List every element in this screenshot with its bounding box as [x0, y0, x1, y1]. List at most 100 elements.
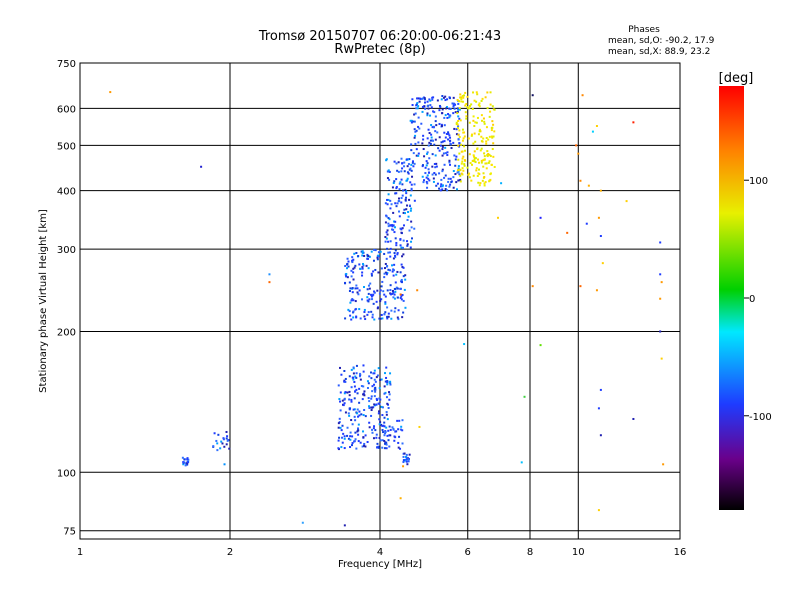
echo-point [659, 273, 662, 276]
echo-point [355, 388, 358, 391]
echo-point [362, 385, 365, 388]
echo-point [385, 237, 388, 240]
echo-point [402, 465, 405, 468]
echo-point [448, 159, 451, 162]
echo-point [381, 280, 384, 283]
echo-point [455, 181, 458, 184]
echo-point [424, 172, 427, 175]
echo-point [383, 421, 386, 424]
echo-point [472, 154, 475, 157]
echo-point [350, 269, 353, 272]
echo-point [400, 231, 403, 234]
echo-point [430, 133, 433, 136]
echo-point [457, 167, 460, 170]
echo-point [379, 398, 382, 401]
echo-point [341, 441, 344, 444]
echo-point [186, 463, 189, 466]
echo-point [402, 189, 405, 192]
echo-point [425, 164, 428, 167]
echo-point [361, 271, 364, 274]
echo-point [427, 168, 430, 171]
echo-point [393, 160, 396, 163]
echo-point [376, 399, 379, 402]
echo-point [443, 131, 446, 134]
echo-point [362, 370, 365, 373]
echo-point [455, 155, 458, 158]
echo-point [457, 138, 460, 141]
echo-point [489, 91, 492, 94]
echo-point [662, 463, 665, 466]
echo-point [413, 113, 416, 116]
echo-point [458, 135, 461, 138]
echo-point [384, 240, 387, 243]
echo-point [446, 98, 449, 101]
echo-point [581, 94, 584, 97]
echo-point [412, 165, 415, 168]
echo-point [461, 100, 464, 103]
echo-point [463, 94, 466, 97]
echo-point [444, 99, 447, 102]
x-tick-label: 16 [674, 547, 687, 558]
echo-point [343, 437, 346, 440]
echo-point [340, 446, 343, 449]
echo-point [483, 182, 486, 185]
x-axis-label: Frequency [MHz] [338, 559, 422, 570]
echo-point [401, 266, 404, 269]
echo-point [349, 435, 352, 438]
echo-point [217, 433, 220, 436]
echo-point [457, 144, 460, 147]
echo-point [434, 138, 437, 141]
echo-point [391, 224, 394, 227]
echo-point [379, 300, 382, 303]
echo-point [465, 102, 468, 105]
echo-point [346, 426, 349, 429]
echo-point [438, 109, 441, 112]
echo-point [597, 407, 600, 410]
echo-point [449, 140, 452, 143]
echo-point [477, 133, 480, 136]
echo-point [406, 218, 409, 221]
echo-point [483, 176, 486, 179]
echo-point [398, 200, 401, 203]
echo-point [350, 386, 353, 389]
echo-point [401, 167, 404, 170]
echo-point [475, 121, 478, 124]
echo-point [404, 212, 407, 215]
echo-point [401, 162, 404, 165]
echo-point [437, 147, 440, 150]
echo-point [441, 170, 444, 173]
echo-point [401, 442, 404, 445]
echo-point [444, 136, 447, 139]
echo-point [337, 447, 340, 450]
echo-point [531, 285, 534, 288]
echo-point [387, 170, 390, 173]
echo-point [373, 383, 376, 386]
echo-point [386, 306, 389, 309]
echo-point [344, 282, 347, 285]
echo-point [387, 216, 390, 219]
echo-point [415, 104, 418, 107]
echo-point [389, 247, 392, 250]
echo-point [468, 121, 471, 124]
echo-point [577, 152, 580, 155]
echo-point [349, 314, 352, 317]
echo-point [447, 180, 450, 183]
echo-point [491, 105, 494, 108]
echo-point [385, 413, 388, 416]
echo-point [370, 250, 373, 253]
echo-point [490, 135, 493, 138]
echo-point [349, 431, 352, 434]
colorbar-tick-label: 0 [749, 294, 755, 305]
echo-point [407, 158, 410, 161]
echo-point [492, 135, 495, 138]
echo-point [376, 446, 379, 449]
echo-point [381, 424, 384, 427]
echo-point [441, 148, 444, 151]
echo-point [472, 142, 475, 145]
echo-point [357, 433, 360, 436]
echo-point [473, 99, 476, 102]
echo-point [344, 377, 347, 380]
echo-point [448, 185, 451, 188]
echo-point [394, 430, 397, 433]
echo-point [459, 178, 462, 181]
